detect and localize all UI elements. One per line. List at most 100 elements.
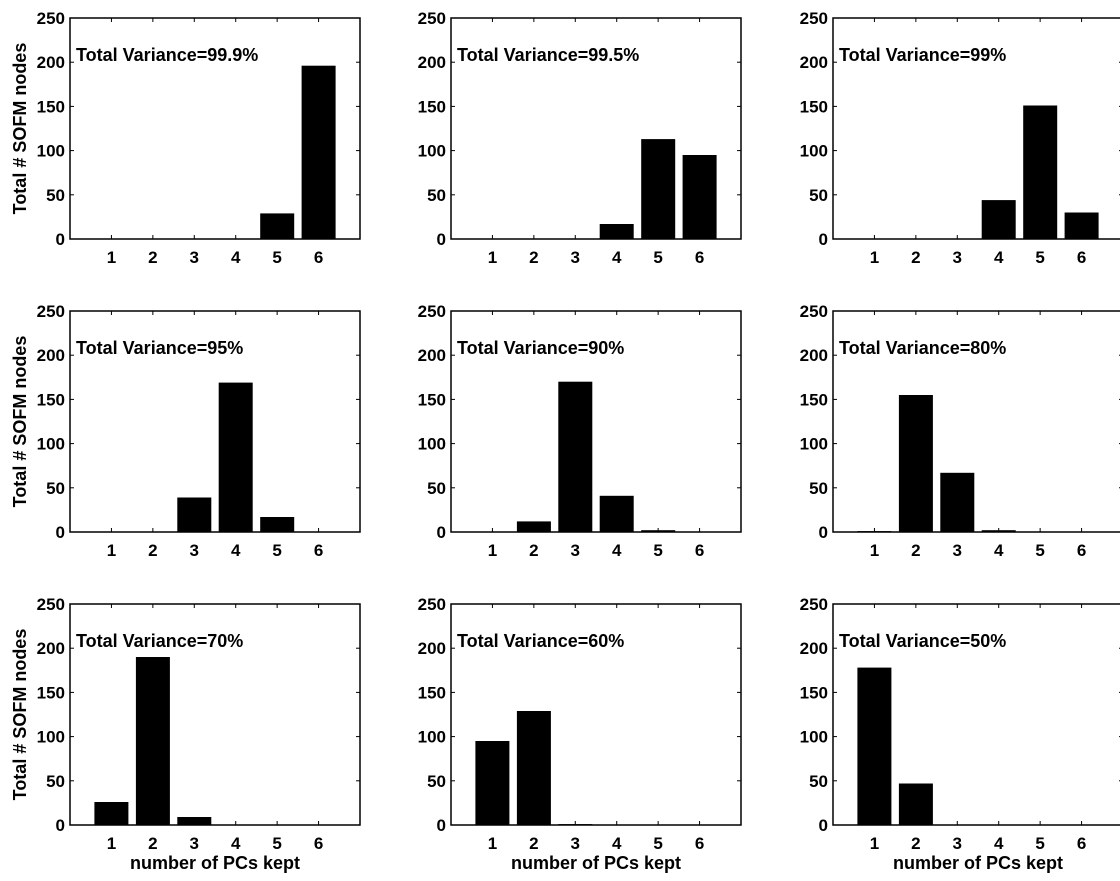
x-tick-label: 4 xyxy=(231,541,241,560)
y-tick-label: 50 xyxy=(46,772,65,791)
y-tick-label: 200 xyxy=(37,639,65,658)
y-tick-label: 200 xyxy=(418,346,446,365)
x-tick-label: 3 xyxy=(190,834,199,853)
bar xyxy=(516,521,551,532)
x-tick-label: 3 xyxy=(571,541,580,560)
y-tick-label: 100 xyxy=(418,435,446,454)
y-tick-label: 0 xyxy=(437,816,446,835)
y-tick-label: 250 xyxy=(800,9,828,28)
x-tick-label: 1 xyxy=(107,834,116,853)
x-tick-label: 3 xyxy=(953,248,962,267)
y-tick-label: 100 xyxy=(37,142,65,161)
bar xyxy=(898,783,933,825)
y-tick-label: 150 xyxy=(37,97,65,116)
x-tick-label: 3 xyxy=(953,834,962,853)
bar xyxy=(516,711,551,825)
variance-annotation: Total Variance=80% xyxy=(839,338,1006,358)
bar xyxy=(475,741,510,825)
y-tick-label: 0 xyxy=(56,816,65,835)
bar xyxy=(94,802,129,825)
x-axis-label: number of PCs kept xyxy=(893,853,1063,873)
bar xyxy=(135,657,170,825)
x-tick-label: 6 xyxy=(314,248,323,267)
x-tick-label: 5 xyxy=(1035,541,1044,560)
y-tick-label: 200 xyxy=(800,346,828,365)
y-axis-label: Total # SOFM nodes xyxy=(10,629,30,801)
y-tick-label: 50 xyxy=(427,186,446,205)
y-tick-label: 200 xyxy=(418,639,446,658)
x-tick-label: 2 xyxy=(529,834,538,853)
x-axis-label: number of PCs kept xyxy=(130,853,300,873)
y-tick-label: 200 xyxy=(800,53,828,72)
x-tick-label: 2 xyxy=(911,541,920,560)
x-tick-label: 1 xyxy=(870,248,879,267)
x-tick-label: 5 xyxy=(653,248,662,267)
x-tick-label: 6 xyxy=(695,541,704,560)
bar xyxy=(260,517,295,532)
x-tick-label: 3 xyxy=(953,541,962,560)
x-tick-label: 6 xyxy=(314,541,323,560)
x-tick-label: 4 xyxy=(994,834,1004,853)
bar xyxy=(558,381,593,532)
y-tick-label: 250 xyxy=(37,302,65,321)
x-tick-label: 6 xyxy=(1077,834,1086,853)
axes-frame xyxy=(69,310,361,533)
subplot-9: 0 50 100 150 200 250 1 2 3 4 5 6 Total Variance=50% n… xyxy=(800,595,1120,873)
y-tick-label: 100 xyxy=(37,728,65,747)
x-tick-label: 5 xyxy=(1035,248,1044,267)
y-tick-label: 150 xyxy=(418,683,446,702)
x-tick-label: 4 xyxy=(612,248,622,267)
subplot-2: 0 50 100 150 200 250 1 2 3 4 5 6 Total Variance=99.5… xyxy=(418,9,742,267)
x-tick-label: 5 xyxy=(272,541,281,560)
x-tick-label: 3 xyxy=(190,248,199,267)
y-tick-label: 0 xyxy=(56,523,65,542)
variance-annotation: Total Variance=99% xyxy=(839,45,1006,65)
y-tick-label: 50 xyxy=(427,772,446,791)
x-tick-label: 3 xyxy=(571,834,580,853)
subplot-4: 0 50 100 150 200 250 1 2 3 4 5 6 Total Variance=95% T… xyxy=(10,302,361,560)
y-tick-label: 0 xyxy=(56,230,65,249)
axes-frame xyxy=(69,17,361,240)
x-tick-label: 4 xyxy=(612,834,622,853)
subplot-7: 0 50 100 150 200 250 1 2 3 4 5 6 Total Variance=70% T… xyxy=(10,595,361,873)
x-tick-label: 2 xyxy=(529,248,538,267)
x-tick-label: 1 xyxy=(107,248,116,267)
variance-annotation: Total Variance=50% xyxy=(839,631,1006,651)
y-tick-label: 250 xyxy=(800,595,828,614)
y-tick-label: 150 xyxy=(800,97,828,116)
axes-frame xyxy=(832,603,1120,826)
y-tick-label: 250 xyxy=(37,9,65,28)
x-tick-label: 1 xyxy=(488,834,497,853)
variance-annotation: Total Variance=99.9% xyxy=(76,45,258,65)
y-tick-label: 150 xyxy=(800,390,828,409)
x-tick-label: 2 xyxy=(148,541,157,560)
y-tick-label: 250 xyxy=(418,9,446,28)
y-axis-label: Total # SOFM nodes xyxy=(10,336,30,508)
axes-frame xyxy=(450,603,742,826)
y-tick-label: 100 xyxy=(800,728,828,747)
x-tick-label: 6 xyxy=(695,248,704,267)
subplot-8: 0 50 100 150 200 250 1 2 3 4 5 6 Total Variance=60% n… xyxy=(418,595,742,873)
x-tick-label: 2 xyxy=(148,834,157,853)
y-tick-label: 50 xyxy=(809,772,828,791)
x-tick-label: 5 xyxy=(653,834,662,853)
subplot-3: 0 50 100 150 200 250 1 2 3 4 5 6 Total Variance=99% xyxy=(800,9,1120,267)
y-tick-label: 250 xyxy=(37,595,65,614)
y-tick-label: 200 xyxy=(800,639,828,658)
x-tick-label: 6 xyxy=(314,834,323,853)
y-tick-label: 50 xyxy=(46,186,65,205)
x-tick-label: 2 xyxy=(911,248,920,267)
bar xyxy=(260,213,295,239)
x-tick-label: 4 xyxy=(994,541,1004,560)
y-tick-label: 150 xyxy=(418,97,446,116)
axes-frame xyxy=(832,310,1120,533)
bar xyxy=(218,382,253,532)
x-tick-label: 4 xyxy=(994,248,1004,267)
x-tick-label: 1 xyxy=(488,541,497,560)
y-tick-label: 250 xyxy=(800,302,828,321)
x-tick-label: 5 xyxy=(272,248,281,267)
x-tick-label: 5 xyxy=(653,541,662,560)
axes-frame xyxy=(832,17,1120,240)
x-tick-label: 2 xyxy=(911,834,920,853)
